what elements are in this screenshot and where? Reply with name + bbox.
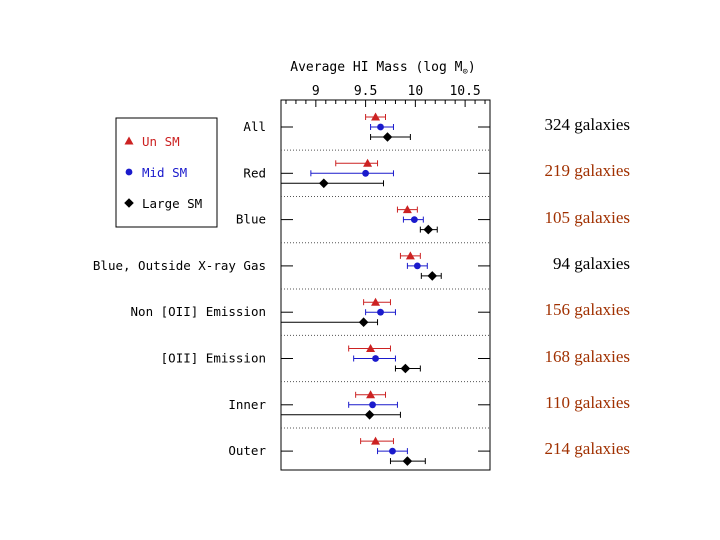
- data-point-large-sm: [382, 132, 393, 142]
- data-point-mid-sm: [389, 447, 396, 455]
- legend-label: Mid SM: [142, 165, 187, 180]
- data-point-large-sm: [400, 363, 411, 374]
- chart-title: Average HI Mass (log M⊙): [290, 60, 475, 77]
- galaxy-count: 219 galaxies: [544, 161, 630, 181]
- galaxy-counts: 324 galaxies 219 galaxies 105 galaxies 94 g…: [500, 0, 630, 540]
- data-point-un-sm: [366, 390, 376, 399]
- data-point-large-sm: [318, 178, 329, 189]
- data-point-un-sm: [366, 344, 376, 352]
- galaxy-count: 105 galaxies: [544, 207, 630, 227]
- data-point-un-sm: [371, 436, 381, 445]
- data-point-mid-sm: [410, 216, 418, 224]
- legend-label: Un SM: [142, 134, 180, 149]
- galaxy-count: 324 galaxies: [544, 115, 630, 134]
- category-label: Inner: [228, 397, 266, 412]
- category-label: All: [243, 119, 266, 134]
- data-point-un-sm: [402, 205, 412, 214]
- galaxy-count: 156 galaxies: [544, 300, 630, 320]
- data-point-large-sm: [364, 410, 375, 420]
- category-label: Red: [243, 165, 266, 180]
- data-point-mid-sm: [362, 169, 369, 177]
- data-point-large-sm: [423, 224, 434, 235]
- legend-label: Large SM: [142, 196, 202, 211]
- x-tick-label: 10: [408, 84, 424, 99]
- data-point-mid-sm: [372, 355, 379, 362]
- legend-marker-large-sm: [124, 198, 134, 208]
- data-point-mid-sm: [377, 123, 384, 131]
- legend-marker-mid-sm: [125, 168, 133, 176]
- data-point-large-sm: [358, 317, 369, 327]
- category-label: Blue, Outside X-ray Gas: [93, 258, 266, 273]
- data-point-mid-sm: [413, 262, 421, 270]
- x-tick-label: 9.5: [354, 84, 377, 99]
- data-point-un-sm: [405, 251, 415, 260]
- data-point-un-sm: [371, 297, 381, 306]
- data-point-large-sm: [402, 456, 413, 466]
- galaxy-count: 94 galaxies: [553, 253, 630, 273]
- category-label: Blue: [236, 212, 266, 227]
- legend-marker-un-sm: [124, 136, 134, 145]
- data-point-un-sm: [363, 158, 373, 167]
- x-tick-label: 10.5: [449, 84, 480, 99]
- legend-box: [115, 117, 218, 228]
- galaxy-count: 110 galaxies: [545, 392, 630, 412]
- galaxy-count: 168 galaxies: [544, 346, 630, 366]
- data-point-mid-sm: [377, 308, 384, 316]
- galaxy-count: 214 galaxies: [544, 439, 630, 459]
- category-label: Non [OII] Emission: [131, 304, 266, 319]
- category-label: Outer: [228, 443, 266, 458]
- category-label: [OII] Emission: [161, 351, 266, 366]
- data-point-un-sm: [371, 112, 381, 121]
- data-point-large-sm: [427, 271, 438, 281]
- x-tick-label: 9: [312, 84, 320, 99]
- data-point-mid-sm: [369, 401, 376, 409]
